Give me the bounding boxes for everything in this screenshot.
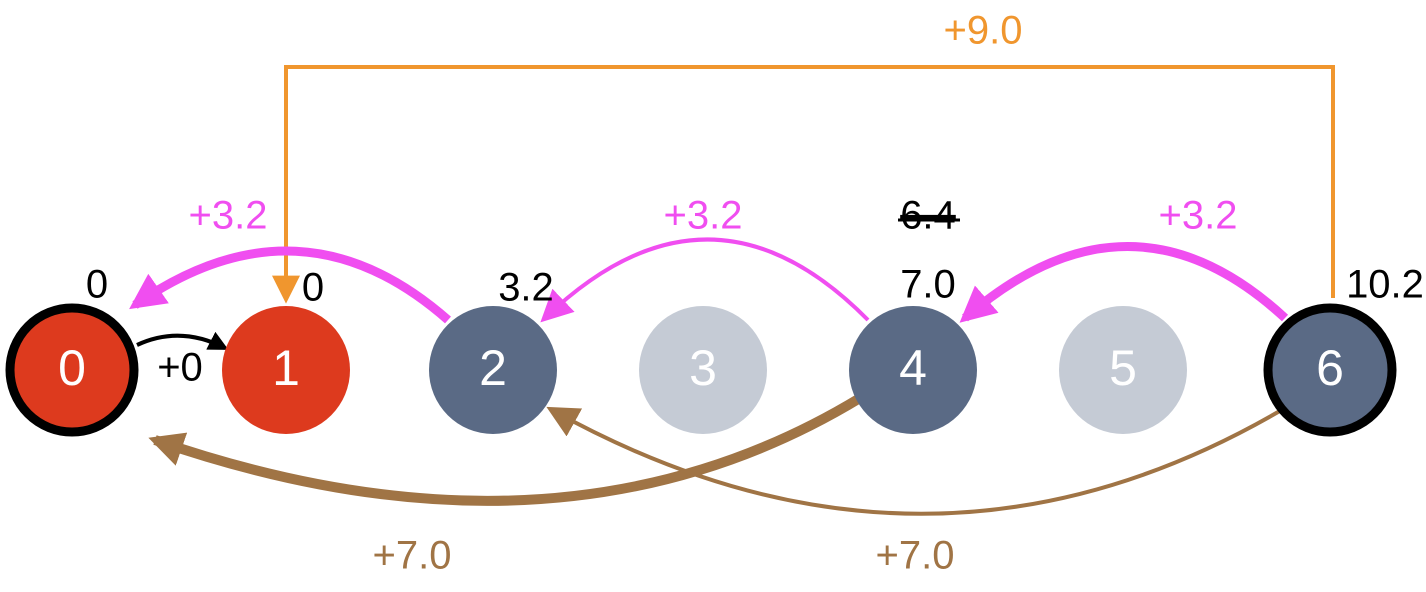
node xyxy=(5,303,139,437)
node-label: 0 xyxy=(58,340,86,396)
node-value: 0 xyxy=(302,266,324,310)
edge xyxy=(272,65,1335,304)
node-label: 6 xyxy=(1316,340,1344,396)
node-value: 7.0 xyxy=(900,263,956,307)
edges xyxy=(129,65,1335,516)
node-label: 1 xyxy=(272,340,300,396)
node xyxy=(1263,303,1397,437)
edge-label: +3.2 xyxy=(664,194,743,238)
edge-label: +7.0 xyxy=(876,534,955,578)
node xyxy=(849,306,977,434)
node xyxy=(429,306,557,434)
node xyxy=(222,306,350,434)
node-value: 0 xyxy=(86,263,108,307)
node-label: 3 xyxy=(689,340,717,396)
node xyxy=(1059,306,1187,434)
node-label: 2 xyxy=(479,340,507,396)
edge-label: +3.2 xyxy=(189,194,268,238)
node-label: 5 xyxy=(1109,340,1137,396)
edge-label: +9.0 xyxy=(944,9,1023,53)
edge-labels: +0 +3.2 +3.2 +3.2 +7.0 +7.0 +9.0 xyxy=(157,9,1237,578)
edge xyxy=(546,403,1292,516)
edge-label: +7.0 xyxy=(373,534,452,578)
edge xyxy=(959,242,1289,323)
edge xyxy=(540,237,870,323)
node-label: 4 xyxy=(899,340,927,396)
edge xyxy=(136,331,229,350)
node-values: 0 0 3.2 6.4 7.0 10.2 xyxy=(86,194,1424,310)
nodes: 0 1 2 3 4 5 6 xyxy=(5,303,1397,437)
edge xyxy=(129,246,451,324)
edge xyxy=(148,393,863,506)
node-value: 3.2 xyxy=(498,266,554,310)
node xyxy=(639,306,767,434)
edge-label: +3.2 xyxy=(1159,194,1238,238)
node-old-value: 6.4 xyxy=(900,194,956,238)
edge-label: +0 xyxy=(157,346,203,390)
node-value: 10.2 xyxy=(1346,263,1424,307)
